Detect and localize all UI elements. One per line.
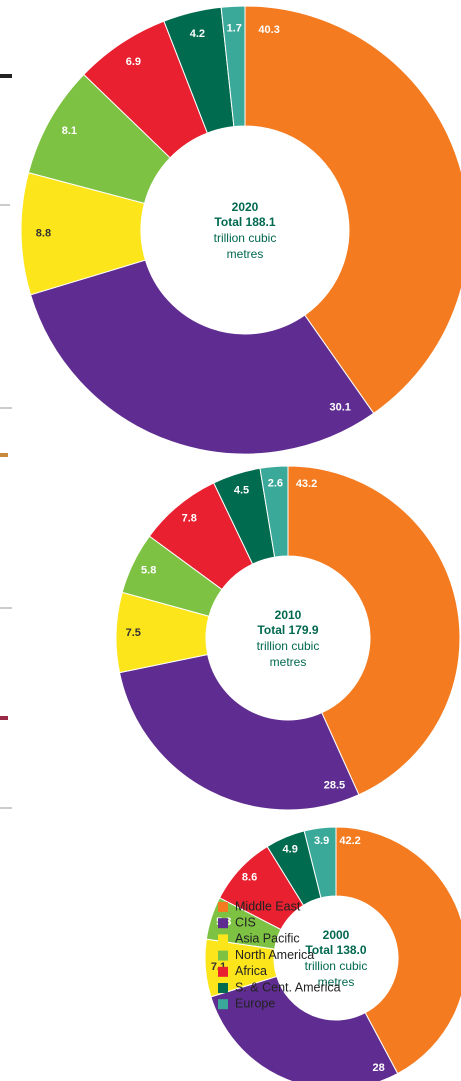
legend-swatch <box>218 950 228 961</box>
legend-label: North America <box>235 948 314 962</box>
value-label: 3.9 <box>314 835 329 847</box>
value-label: 7.5 <box>126 627 141 639</box>
donut-segment <box>244 5 461 415</box>
unit-label: trillion cubic <box>257 639 320 653</box>
legend-swatch <box>218 918 228 929</box>
value-label: 8.6 <box>242 872 257 884</box>
value-label: 8.8 <box>36 227 51 239</box>
donut-segment <box>29 259 375 455</box>
page-edge-decoration <box>0 74 12 720</box>
legend-swatch <box>218 983 228 993</box>
chart-subtitle: Total 138.0 <box>305 943 366 957</box>
legend-swatch <box>218 999 228 1010</box>
value-label: 28.5 <box>324 780 345 792</box>
value-label: 8.1 <box>62 125 77 137</box>
donut-segment <box>210 975 399 1081</box>
donut-segment <box>287 465 461 796</box>
value-label: 5.8 <box>141 564 156 576</box>
donut-segment <box>220 5 246 128</box>
unit-label: trillion cubic <box>214 231 277 245</box>
value-label: 7.8 <box>182 513 197 525</box>
page-edge-decoration <box>0 204 12 809</box>
donut-segment <box>303 826 337 899</box>
value-label: 40.3 <box>258 24 279 36</box>
legend-label: Africa <box>235 964 267 978</box>
legend-label: Middle East <box>235 899 301 913</box>
value-label: 30.1 <box>330 402 351 414</box>
legend-label: CIS <box>235 915 256 929</box>
unit-label: metres <box>318 975 355 989</box>
chart-title: 2000 <box>323 928 350 942</box>
value-label: 2.6 <box>268 478 283 490</box>
legend-label: Asia Pacific <box>235 932 300 946</box>
unit-label: metres <box>270 655 307 669</box>
value-label: 6.9 <box>126 56 141 68</box>
donut-segment <box>259 465 289 558</box>
chart-title: 2010 <box>275 608 302 622</box>
legend-swatch <box>218 966 228 977</box>
value-label: 4.2 <box>190 28 205 40</box>
value-label: 28 <box>373 1062 385 1074</box>
legend-label: Europe <box>235 996 275 1010</box>
value-label: 1.7 <box>227 23 242 35</box>
unit-label: metres <box>227 247 264 261</box>
chart-subtitle: Total 179.9 <box>257 623 318 637</box>
donut-segment <box>335 826 461 1075</box>
legend-swatch <box>218 902 228 912</box>
chart-subtitle: Total 188.1 <box>214 215 275 229</box>
value-label: 43.2 <box>296 478 317 490</box>
value-label: 4.9 <box>283 843 298 855</box>
value-label: 4.5 <box>234 484 249 496</box>
donut-segment <box>118 653 360 811</box>
value-label: 42.2 <box>339 835 360 847</box>
legend-swatch <box>218 934 228 945</box>
chart-title: 2020 <box>232 200 259 214</box>
legend-label: S. & Cent. America <box>235 980 341 994</box>
unit-label: trillion cubic <box>305 959 368 973</box>
